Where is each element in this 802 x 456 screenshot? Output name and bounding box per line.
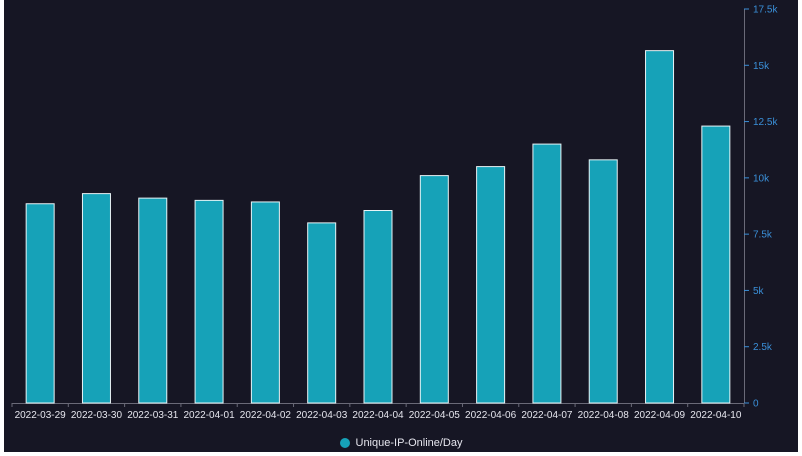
x-tick-label: 2022-04-09	[634, 410, 686, 421]
x-tick-label: 2022-04-06	[465, 410, 517, 421]
y-tick-label: 7.5k	[753, 230, 773, 241]
x-tick-label: 2022-04-07	[521, 410, 573, 421]
x-tick-label: 2022-04-04	[352, 410, 404, 421]
y-tick-label: 5k	[753, 286, 765, 297]
y-tick-label: 2.5k	[753, 342, 773, 353]
legend-swatch	[339, 438, 350, 448]
legend[interactable]: Unique-IP-Online/Day	[4, 434, 798, 452]
x-tick-label: 2022-03-29	[15, 410, 67, 421]
x-tick-label: 2022-03-30	[71, 410, 123, 421]
bar	[645, 50, 675, 404]
bar	[701, 125, 731, 404]
y-tick-label: 12.5k	[753, 117, 778, 128]
x-tick-label: 2022-04-10	[690, 410, 742, 421]
x-tick-label: 2022-04-03	[296, 410, 348, 421]
bar	[194, 199, 224, 404]
y-tick-label: 0	[753, 399, 759, 410]
bar-chart: 0 2.5k 5k 7.5k 10k 12.5k 15k 17.5k 2022-03-29 202…	[11, 5, 778, 421]
bar	[81, 193, 111, 404]
x-tick-label: 2022-04-02	[240, 410, 292, 421]
bar	[532, 143, 562, 404]
bar	[588, 159, 618, 404]
y-tick-label: 17.5k	[753, 5, 778, 16]
x-tick-label: 2022-04-08	[578, 410, 630, 421]
bar	[25, 203, 55, 404]
chart-frame: 0 2.5k 5k 7.5k 10k 12.5k 15k 17.5k 2022-03-29 202…	[4, 0, 798, 452]
y-tick-label: 10k	[753, 173, 770, 184]
bar	[476, 166, 506, 404]
x-tick-label: 2022-04-05	[409, 410, 461, 421]
legend-label: Unique-IP-Online/Day	[355, 437, 463, 449]
y-tick-label: 15k	[753, 61, 770, 72]
bar	[363, 210, 393, 404]
x-tick-label: 2022-03-31	[127, 410, 179, 421]
bar	[419, 175, 449, 404]
bar	[307, 222, 337, 404]
bar	[250, 201, 280, 404]
bar	[138, 197, 168, 404]
x-tick-label: 2022-04-01	[183, 410, 235, 421]
